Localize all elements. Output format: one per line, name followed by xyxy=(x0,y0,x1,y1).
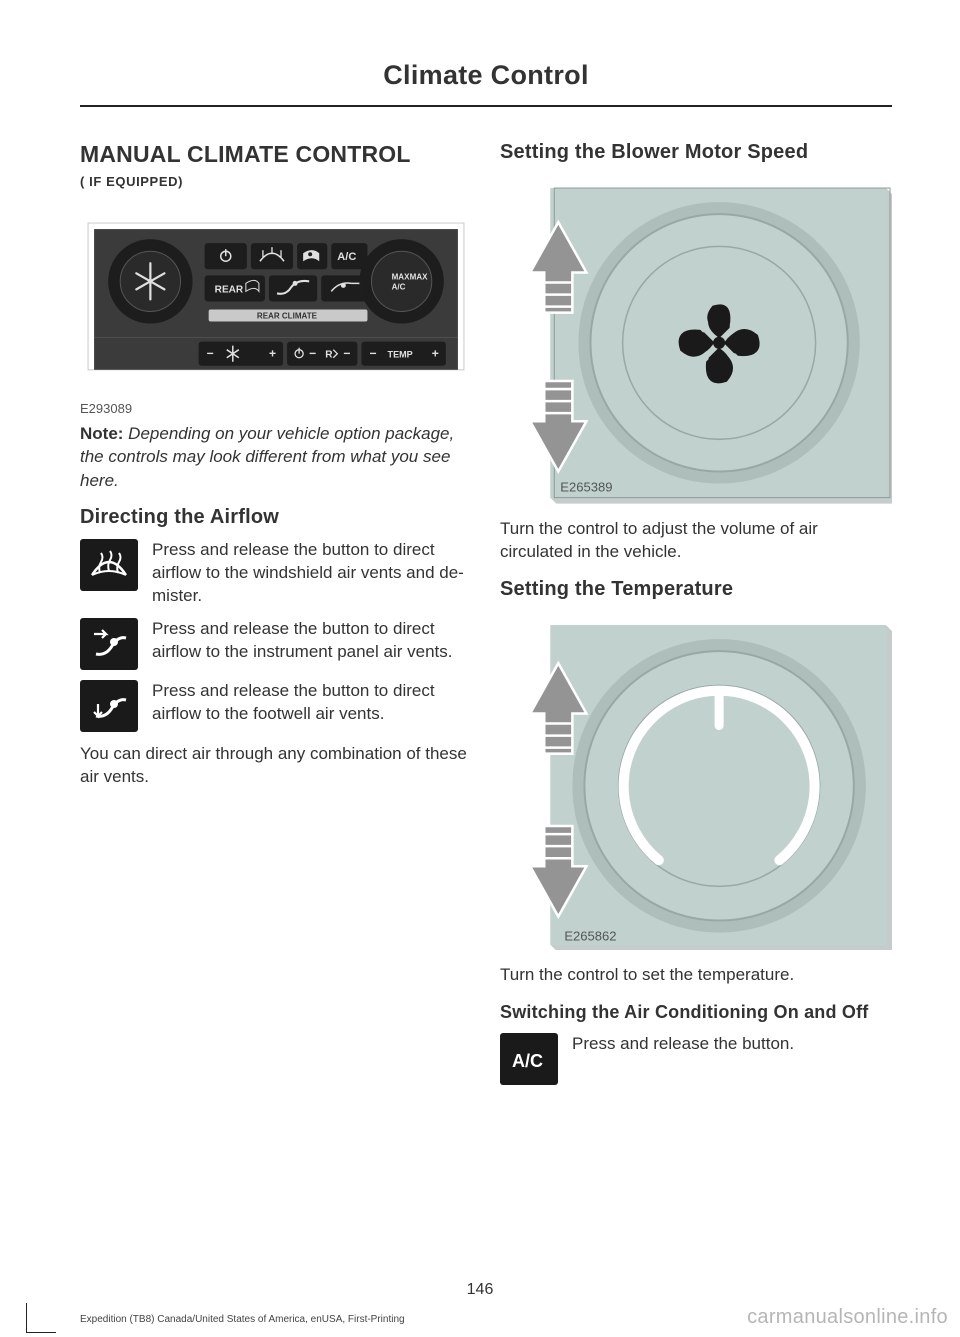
subheading-if-equipped: ( IF EQUIPPED) xyxy=(80,174,472,189)
airflow-row-panel: Press and release the button to direct a… xyxy=(80,618,472,670)
airflow-text-footwell: Press and release the button to direct a… xyxy=(152,680,472,726)
ac-row: A/C Press and release the button. xyxy=(500,1033,892,1085)
svg-text:REAR CLIMATE: REAR CLIMATE xyxy=(257,312,318,321)
svg-text:R: R xyxy=(325,350,333,361)
heading-ac-onoff: Switching the Air Conditioning On and Of… xyxy=(500,1001,892,1024)
note-text: Depending on your vehicle option package… xyxy=(80,424,454,490)
figure-label-panel: E293089 xyxy=(80,401,472,416)
heading-temperature: Setting the Temperature xyxy=(500,578,892,601)
svg-text:MAX: MAX xyxy=(392,272,410,281)
svg-text:A/C: A/C xyxy=(392,282,406,291)
svg-text:TEMP: TEMP xyxy=(388,350,413,360)
svg-text:REAR: REAR xyxy=(215,284,244,295)
svg-text:MAX: MAX xyxy=(410,272,428,281)
ac-icon: A/C xyxy=(500,1033,558,1085)
temperature-text: Turn the control to set the temperature. xyxy=(500,963,892,986)
svg-text:+: + xyxy=(432,347,439,361)
crop-mark xyxy=(26,1303,56,1333)
ac-text: Press and release the button. xyxy=(572,1033,892,1056)
temperature-dial-figure: E265862 xyxy=(500,619,892,951)
heading-directing-airflow: Directing the Airflow xyxy=(80,506,472,529)
note-label: Note: xyxy=(80,424,123,443)
svg-text:+: + xyxy=(269,347,276,361)
svg-text:−: − xyxy=(309,347,316,361)
figure-label-temp: E265862 xyxy=(564,928,616,943)
airflow-text-panel: Press and release the button to direct a… xyxy=(152,618,472,664)
figure-label-blower: E265389 xyxy=(560,480,612,495)
airflow-row-windshield: Press and release the button to direct a… xyxy=(80,539,472,608)
climate-panel-figure: MAX A/C MAX A/C REAR xyxy=(80,213,472,384)
right-column: Setting the Blower Motor Speed xyxy=(500,141,892,1095)
blower-text: Turn the control to adjust the volume of… xyxy=(500,517,892,564)
heading-blower-speed: Setting the Blower Motor Speed xyxy=(500,141,892,164)
svg-text:A/C: A/C xyxy=(337,251,356,263)
svg-text:−: − xyxy=(369,347,376,361)
page-footer: 146 xyxy=(0,1281,960,1299)
footer-line: Expedition (TB8) Canada/United States of… xyxy=(80,1314,405,1325)
footwell-vent-icon xyxy=(80,680,138,732)
watermark: carmanualsonline.info xyxy=(747,1306,948,1329)
page-number: 146 xyxy=(467,1281,494,1298)
left-column: MANUAL CLIMATE CONTROL ( IF EQUIPPED) MA… xyxy=(80,141,472,1095)
svg-text:−: − xyxy=(343,347,350,361)
defrost-icon xyxy=(80,539,138,591)
airflow-text-windshield: Press and release the button to direct a… xyxy=(152,539,472,608)
airflow-row-footwell: Press and release the button to direct a… xyxy=(80,680,472,732)
airflow-combination-text: You can direct air through any combinati… xyxy=(80,742,472,789)
svg-text:A/C: A/C xyxy=(512,1051,543,1071)
panel-vent-icon xyxy=(80,618,138,670)
svg-text:−: − xyxy=(207,347,214,361)
chapter-title: Climate Control xyxy=(80,60,892,107)
blower-dial-figure: E265389 xyxy=(500,182,892,504)
note-paragraph: Note: Depending on your vehicle option p… xyxy=(80,422,472,492)
heading-manual-climate: MANUAL CLIMATE CONTROL xyxy=(80,141,472,168)
